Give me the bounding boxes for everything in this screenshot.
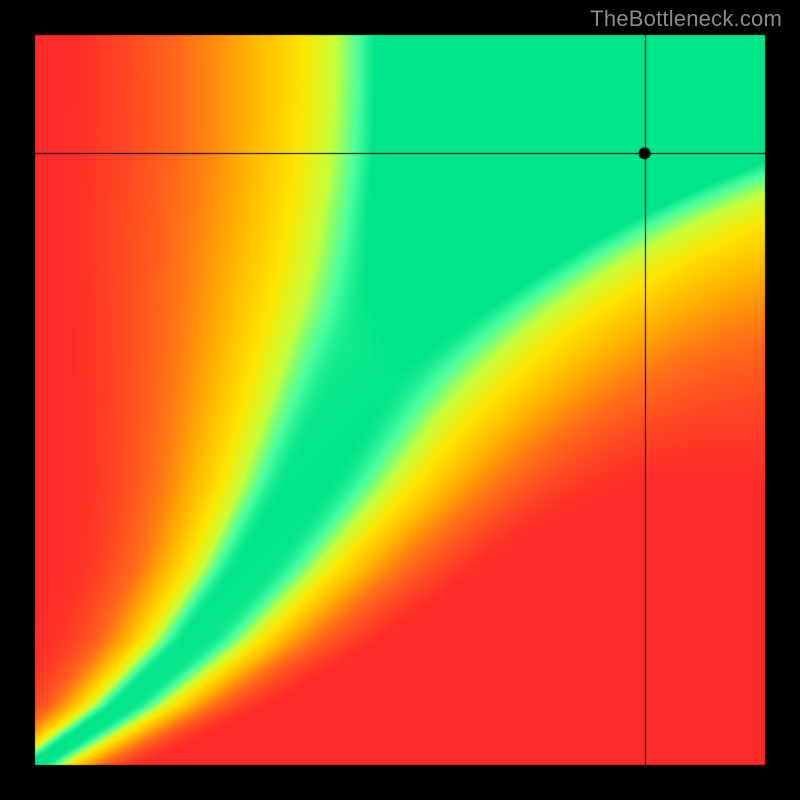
heatmap-canvas <box>0 0 800 800</box>
heatmap-container: TheBottleneck.com <box>0 0 800 800</box>
watermark-text: TheBottleneck.com <box>590 6 782 32</box>
